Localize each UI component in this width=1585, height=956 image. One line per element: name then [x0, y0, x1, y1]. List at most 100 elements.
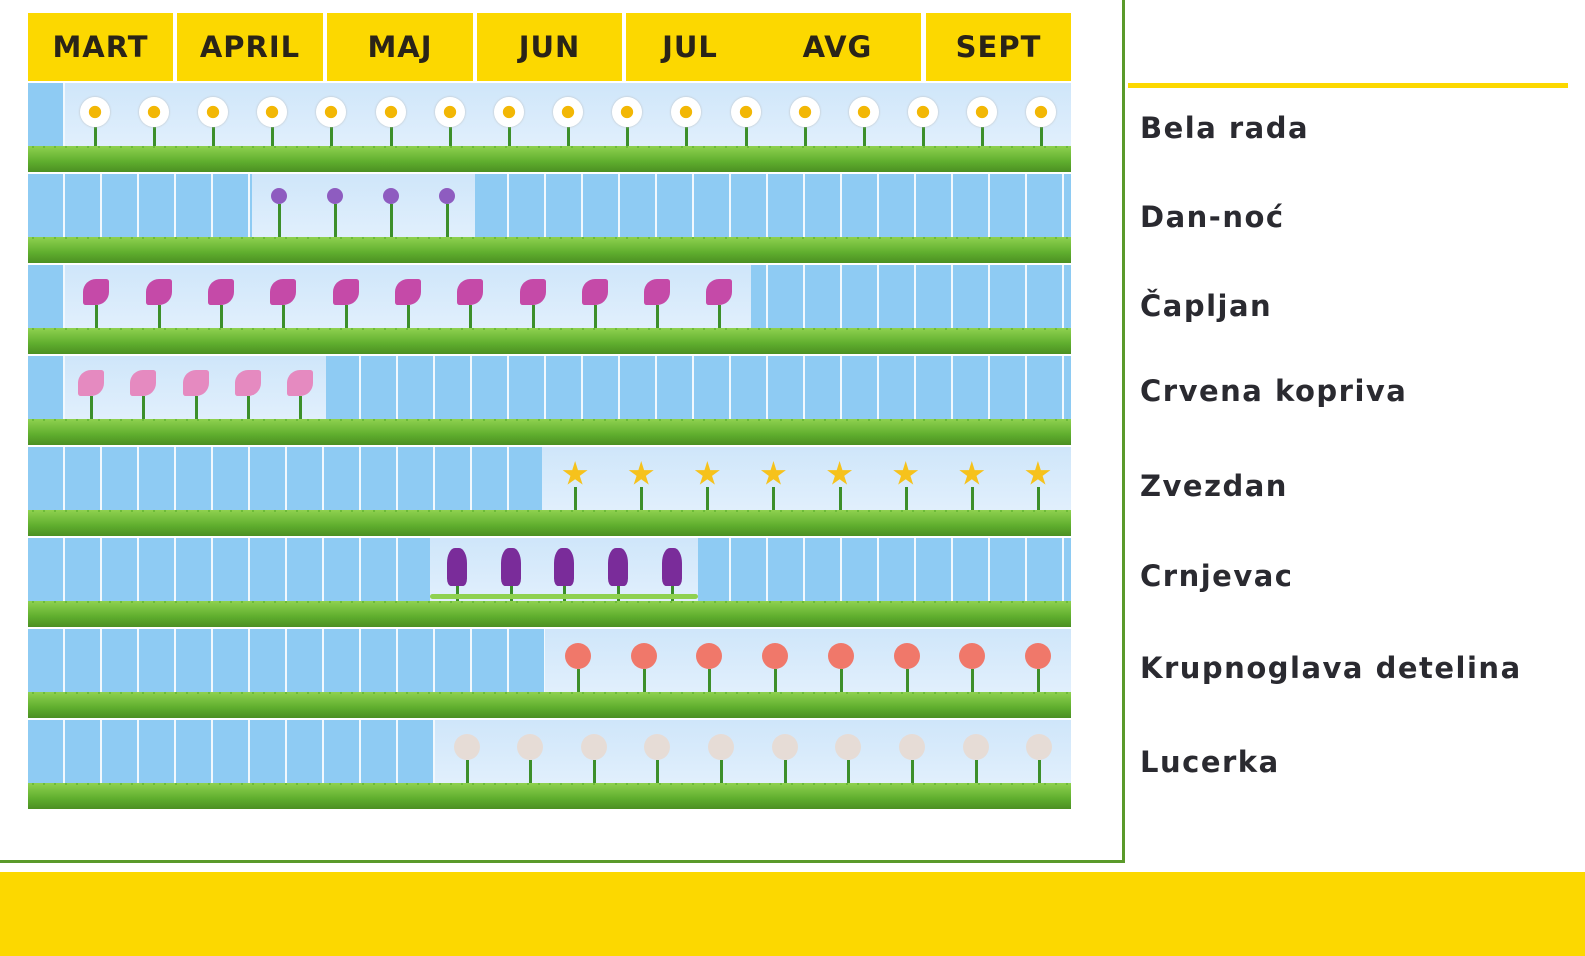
flower-icon [706, 279, 733, 341]
flower-icon [332, 279, 359, 341]
bloom-row [28, 174, 1071, 263]
bloom-row [28, 265, 1071, 354]
flower-icon [551, 548, 577, 610]
month-april: APRIL [177, 13, 323, 81]
flower-icon [316, 97, 347, 159]
grass-strip [28, 773, 1071, 809]
label-crnjevac: Crnjevac [1140, 559, 1294, 593]
flower-icon [498, 548, 524, 610]
bloom-row [28, 447, 1071, 536]
flower-icon [234, 370, 261, 432]
flower-icon [553, 97, 584, 159]
flower-icon [605, 548, 631, 610]
flower-icon [375, 97, 406, 159]
flower-icon [78, 370, 105, 432]
month-jul: JUL [626, 13, 754, 81]
yellow-divider [1128, 83, 1568, 88]
flower-icon [564, 643, 591, 705]
month-sept: SEPT [926, 13, 1071, 81]
month-header: MART APRIL MAJ JUN JUL AVG SEPT [28, 13, 1071, 81]
month-jun: JUN [477, 13, 622, 81]
month-maj: MAJ [327, 13, 473, 81]
flower-icon [453, 734, 480, 796]
flower-icon [760, 461, 786, 523]
flower-icon [270, 279, 297, 341]
bloom-row [28, 538, 1071, 627]
grass-strip [28, 682, 1071, 718]
flower-icon [967, 97, 998, 159]
flower-icon [1026, 734, 1053, 796]
flower-icon [493, 97, 524, 159]
flower-icon [562, 461, 588, 523]
flower-icon [730, 97, 761, 159]
bloom-row [28, 720, 1071, 809]
flower-icon [630, 643, 657, 705]
month-mart: MART [28, 13, 173, 81]
label-dan-noc: Dan-noć [1140, 200, 1285, 234]
label-capljan: Čapljan [1140, 289, 1273, 323]
flower-icon [959, 643, 986, 705]
flower-icon [83, 279, 110, 341]
bloom-row [28, 629, 1071, 718]
flower-icon [1025, 643, 1052, 705]
flower-icon [271, 188, 288, 250]
label-zvezdan: Zvezdan [1140, 469, 1288, 503]
flower-icon [659, 548, 685, 610]
flower-icon [138, 97, 169, 159]
label-krupnoglava-detelina: Krupnoglava detelina [1140, 651, 1522, 685]
flower-icon [286, 370, 313, 432]
flower-icon [827, 461, 853, 523]
flower-icon [434, 97, 465, 159]
flower-icon [771, 734, 798, 796]
flower-icon [789, 97, 820, 159]
grass-strip [28, 318, 1071, 354]
flower-icon [145, 279, 172, 341]
month-avg: AVG [754, 13, 921, 81]
bloom-row [28, 356, 1071, 445]
flower-icon [671, 97, 702, 159]
flower-icon [580, 734, 607, 796]
flower-icon [827, 643, 854, 705]
flower-icon [79, 97, 110, 159]
flower-icon [439, 188, 456, 250]
flower-icon [644, 279, 671, 341]
label-lucerka: Lucerka [1140, 745, 1280, 779]
flower-icon [959, 461, 985, 523]
flower-icon [644, 734, 671, 796]
flower-icon [898, 734, 925, 796]
footer-band [0, 872, 1585, 956]
flower-icon [694, 461, 720, 523]
flower-icon [327, 188, 344, 250]
flower-icon [257, 97, 288, 159]
flower-icon [208, 279, 235, 341]
flowering-calendar-panel: MART APRIL MAJ JUN JUL AVG SEPT [0, 0, 1125, 863]
flower-icon [612, 97, 643, 159]
flower-icon [1025, 461, 1051, 523]
grass-strip [28, 591, 1071, 627]
flower-icon [1026, 97, 1057, 159]
flower-icon [696, 643, 723, 705]
flower-icon [182, 370, 209, 432]
grass-strip [28, 227, 1071, 263]
flower-icon [893, 643, 920, 705]
label-bela-rada: Bela rada [1140, 111, 1310, 145]
grass-strip [28, 500, 1071, 536]
grass-strip [28, 136, 1071, 172]
grass-strip [28, 409, 1071, 445]
flower-icon [908, 97, 939, 159]
flower-icon [519, 279, 546, 341]
flower-icon [628, 461, 654, 523]
flower-icon [444, 548, 470, 610]
bloom-row [28, 83, 1071, 172]
flower-icon [457, 279, 484, 341]
stalk-line [430, 594, 699, 599]
flower-icon [708, 734, 735, 796]
flower-icon [383, 188, 400, 250]
flower-icon [517, 734, 544, 796]
flower-icon [762, 643, 789, 705]
flower-icon [130, 370, 157, 432]
flower-icon [198, 97, 229, 159]
flower-icon [893, 461, 919, 523]
flower-icon [962, 734, 989, 796]
flower-icon [835, 734, 862, 796]
